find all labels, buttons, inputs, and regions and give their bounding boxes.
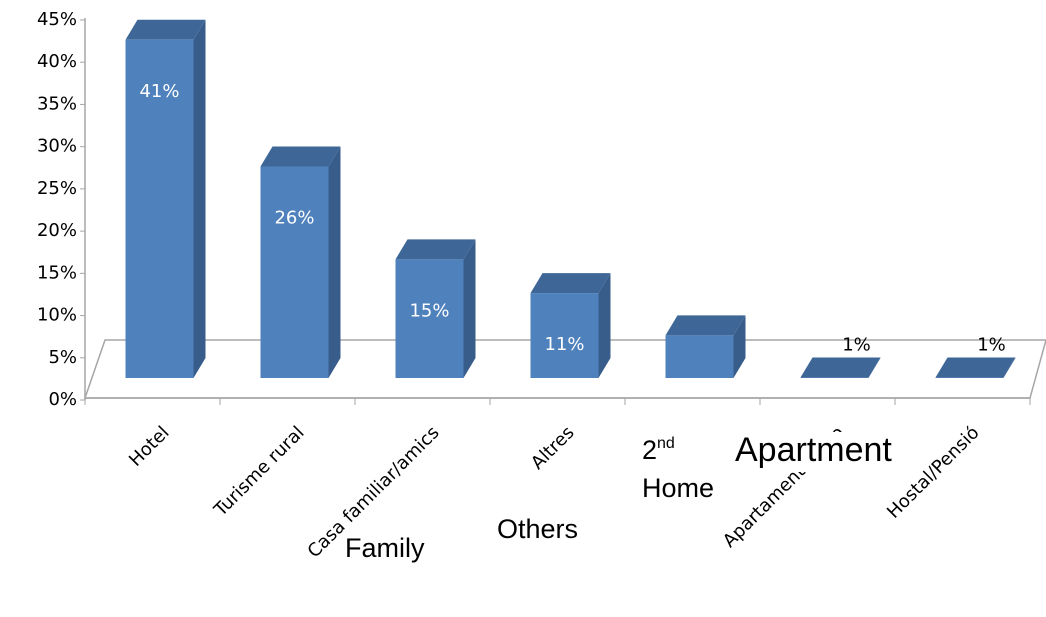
x-tick-label: Altres (527, 422, 579, 474)
annotation: 2nd (642, 435, 675, 465)
bar (395, 259, 464, 378)
bar-side (868, 357, 881, 378)
bar (260, 166, 329, 378)
y-tick-label: 0% (48, 389, 77, 410)
annotation-sup: nd (657, 435, 675, 452)
value-label: 15% (409, 300, 449, 321)
x-tick-label: Hotel (125, 422, 174, 471)
value-label: 11% (544, 334, 584, 355)
bar (530, 293, 599, 378)
bar (125, 39, 194, 379)
bar-side (328, 146, 341, 378)
bar (665, 335, 734, 378)
y-tick-label: 15% (37, 262, 77, 283)
bar-top (530, 273, 611, 294)
y-tick-label: 30% (37, 136, 77, 157)
y-tick-label: 35% (37, 93, 77, 114)
bar-top (935, 357, 1016, 378)
y-tick-label: 5% (48, 347, 77, 368)
bar-side (733, 315, 746, 378)
value-label: 1% (977, 335, 1006, 356)
value-label: 1% (842, 335, 871, 356)
bar-side (598, 273, 611, 378)
annotation-bg (638, 436, 730, 508)
bar-top (260, 146, 341, 167)
annotation: Family (345, 533, 425, 563)
bar-top (800, 357, 881, 378)
value-label: 41% (139, 81, 179, 102)
bar-top (125, 19, 206, 40)
annotation: Others (497, 514, 578, 544)
y-tick-label: 25% (37, 178, 77, 199)
bar-side (1003, 357, 1016, 378)
bar-side (193, 19, 206, 379)
annotation-bg (732, 432, 912, 472)
value-label: 6% (685, 376, 714, 397)
annotation: Apartment (735, 431, 892, 469)
annotation-part: 2 (642, 435, 657, 465)
y-tick-label: 10% (37, 305, 77, 326)
annotation: Home (642, 473, 714, 503)
bar-top (395, 239, 476, 260)
value-label: 26% (274, 207, 314, 228)
bar-side (463, 239, 476, 378)
y-tick-label: 20% (37, 220, 77, 241)
y-tick-label: 40% (37, 51, 77, 72)
y-tick-label: 45% (37, 9, 77, 30)
bar-top (665, 315, 746, 336)
x-tick-label: Turisme rural (210, 422, 309, 521)
